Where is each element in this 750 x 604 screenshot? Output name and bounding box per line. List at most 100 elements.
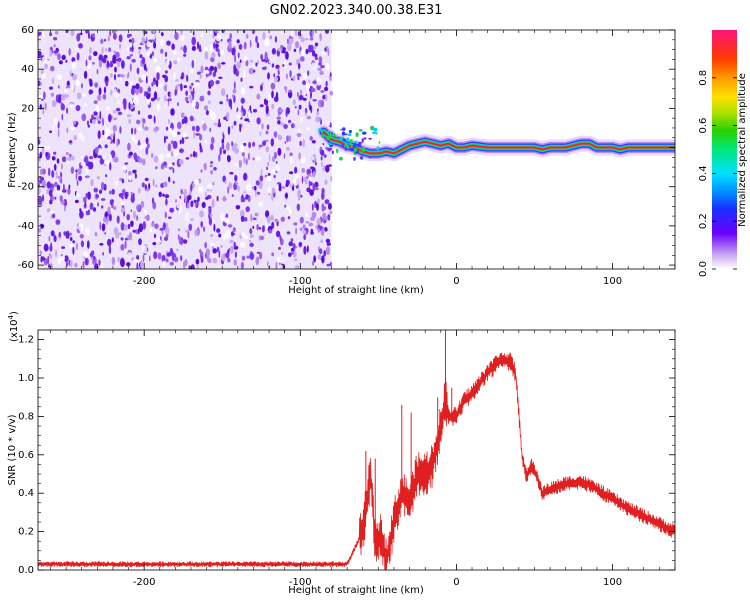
noise-blob: [123, 211, 125, 217]
noise-blob: [259, 251, 263, 260]
noise-blob: [154, 126, 160, 131]
noise-blob: [271, 221, 275, 229]
noise-gap: [301, 48, 305, 53]
snr-y-tick-label: 0.4: [18, 488, 34, 499]
colorbar-tick-label: 0.8: [698, 70, 709, 86]
noise-gap: [68, 243, 75, 248]
noise-blob: [303, 245, 307, 255]
noise-blob: [121, 178, 125, 184]
noise-blob: [305, 48, 309, 55]
noise-blob: [110, 61, 113, 67]
noise-gap: [72, 60, 76, 70]
noise-blob: [188, 265, 191, 269]
noise-blob: [264, 51, 268, 61]
noise-blob: [236, 39, 240, 44]
noise-blob: [227, 186, 230, 194]
noise-blob: [95, 194, 99, 199]
ridge-speckle: [341, 131, 346, 136]
noise-gap: [267, 187, 272, 194]
noise-blob: [286, 135, 289, 143]
noise-blob: [79, 234, 84, 239]
snr-line: [38, 352, 675, 570]
noise-blob: [89, 118, 93, 124]
ridge-speckle: [360, 156, 363, 160]
snr-panel: -200 -100 0 100 0.0 0.2 0.4 0.6 0.8 1.0 1.2 Height…: [7, 311, 676, 596]
noise-blob: [260, 54, 264, 61]
noise-blob: [292, 243, 296, 250]
noise-gap: [302, 72, 307, 80]
noise-blob: [85, 192, 89, 198]
noise-blob: [130, 220, 134, 227]
noise-blob: [145, 188, 150, 192]
noise-blob: [92, 33, 95, 38]
noise-blob: [256, 224, 259, 231]
noise-blob: [138, 86, 143, 94]
noise-blob: [49, 254, 53, 259]
noise-blob: [160, 48, 164, 54]
noise-gap: [234, 162, 239, 167]
noise-blob: [110, 134, 114, 138]
noise-blob: [195, 258, 200, 265]
noise-gap: [52, 124, 55, 130]
noise-blob: [262, 31, 266, 40]
noise-blob: [296, 132, 302, 138]
noise-blob: [316, 85, 320, 90]
noise-blob: [108, 47, 112, 52]
noise-blob: [67, 187, 71, 195]
noise-blob: [165, 234, 169, 238]
noise-blob: [185, 157, 190, 160]
noise-blob: [76, 242, 78, 251]
noise-blob: [297, 109, 300, 116]
snr-x-tick-label: -200: [133, 577, 156, 588]
noise-blob: [271, 192, 274, 202]
noise-blob: [288, 119, 292, 124]
noise-blob: [180, 30, 183, 36]
noise-blob: [329, 90, 334, 96]
noise-blob: [287, 44, 292, 51]
ridge-speckle: [342, 127, 346, 131]
noise-blob: [265, 210, 270, 218]
noise-blob: [76, 223, 80, 228]
snr-y-tick-label: 1.2: [18, 335, 34, 346]
frequency-ridge: [315, 123, 675, 162]
noise-blob: [270, 82, 276, 90]
noise-blob: [215, 80, 220, 85]
noise-blob: [74, 263, 78, 268]
noise-blob: [164, 211, 167, 219]
noise-blob: [319, 70, 324, 76]
noise-blob: [56, 184, 61, 191]
noise-blob: [256, 117, 261, 125]
noise-blob: [141, 182, 145, 188]
noise-blob: [222, 195, 226, 202]
noise-blob: [195, 133, 200, 136]
noise-blob: [113, 156, 119, 163]
noise-blob: [158, 191, 162, 198]
noise-blob: [240, 261, 244, 269]
noise-blob: [46, 181, 51, 189]
noise-blob: [138, 238, 142, 246]
noise-blob: [210, 213, 213, 218]
noise-blob: [170, 140, 174, 145]
noise-blob: [98, 54, 104, 63]
noise-gap: [85, 228, 90, 236]
noise-gap: [119, 76, 122, 81]
noise-gap: [165, 59, 170, 66]
noise-blob: [117, 61, 121, 68]
ridge-speckle: [334, 137, 338, 141]
noise-blob: [262, 140, 267, 146]
ridge-speckle: [349, 147, 354, 151]
noise-blob: [288, 62, 292, 66]
noise-blob: [63, 183, 65, 193]
noise-blob: [214, 66, 218, 73]
noise-blob: [226, 98, 229, 102]
noise-blob: [79, 32, 83, 36]
noise-blob: [309, 44, 314, 53]
noise-blob: [300, 89, 303, 96]
noise-blob: [124, 191, 128, 200]
noise-blob: [88, 32, 90, 40]
noise-blob: [273, 73, 276, 78]
noise-blob: [69, 237, 73, 241]
noise-blob: [55, 170, 58, 179]
noise-blob: [50, 249, 53, 252]
noise-blob: [269, 35, 273, 40]
